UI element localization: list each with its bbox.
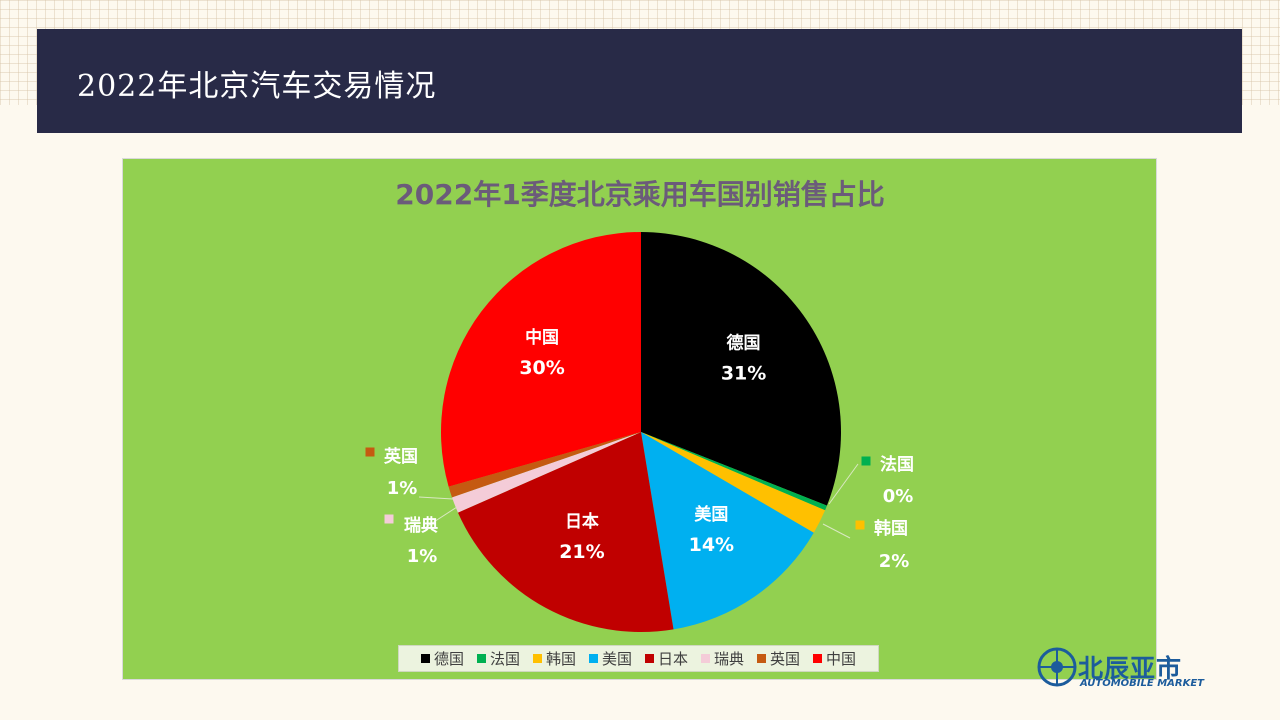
pie-slice-1 xyxy=(641,432,827,511)
legend-swatch-1 xyxy=(476,654,486,663)
legend-item-5: 瑞典 xyxy=(701,648,744,669)
legend-label-6: 英国 xyxy=(770,650,801,668)
pie-slice-5 xyxy=(451,432,641,513)
legend-swatch-0 xyxy=(420,654,430,663)
label-swatch-6 xyxy=(365,447,375,457)
legend-swatch-2 xyxy=(532,654,542,663)
slice-label-value-2: 2% xyxy=(879,551,910,572)
chart-title: 2022年1季度北京乘用车国别销售占比 xyxy=(395,178,884,211)
pie-slice-2 xyxy=(641,432,826,533)
legend-item-2: 韩国 xyxy=(532,648,576,669)
slice-label-value-1: 0% xyxy=(883,486,914,507)
legend-item-0: 德国 xyxy=(420,648,464,669)
slice-label-value-5: 1% xyxy=(407,546,438,567)
label-swatch-2 xyxy=(855,520,865,530)
legend-item-1: 法国 xyxy=(476,648,520,669)
legend-label-5: 瑞典 xyxy=(714,650,745,668)
legend-label-3: 美国 xyxy=(601,650,632,668)
logo-subtitle: AUTOMOBILE MARKET xyxy=(1080,678,1205,689)
legend-item-3: 美国 xyxy=(588,648,632,669)
chart-panel: 2022年1季度北京乘用车国别销售占比德国 31% 法国 0% 韩国 2% 美国 14% 日本 2… xyxy=(122,158,1157,680)
legend-item-6: 英国 xyxy=(757,648,800,669)
pie-slice-0 xyxy=(641,232,841,506)
slice-label-name-2: 韩国 xyxy=(874,518,908,539)
leader-line-1 xyxy=(828,463,859,505)
slice-label-name-3: 美国 xyxy=(694,504,728,525)
slice-label-name-4: 日本 xyxy=(565,511,599,532)
legend-swatch-5 xyxy=(701,654,711,663)
leader-line-5 xyxy=(422,506,458,530)
slice-label-value-7: 30% xyxy=(519,357,564,379)
legend-swatch-6 xyxy=(757,654,767,663)
legend-label-1: 法国 xyxy=(489,650,520,668)
slice-label-name-6: 英国 xyxy=(384,446,418,467)
legend-item-4: 日本 xyxy=(645,648,688,669)
chart-legend: 德国 法国 韩国 美国 日本 瑞典 英国 中国 xyxy=(398,645,879,672)
leader-line-6 xyxy=(418,496,454,500)
logo: 北辰亚市 AUTOMOBILE MARKET xyxy=(1037,646,1212,694)
legend-swatch-7 xyxy=(813,654,823,663)
legend-label-7: 中国 xyxy=(826,650,857,668)
legend-swatch-3 xyxy=(588,654,598,663)
title-bar: 2022年北京汽车交易情况 xyxy=(37,29,1242,133)
slice-label-value-4: 21% xyxy=(559,541,604,563)
legend-label-2: 韩国 xyxy=(545,650,576,668)
legend-swatch-4 xyxy=(645,654,654,663)
slice-label-value-3: 14% xyxy=(689,534,734,556)
pie-slice-4 xyxy=(457,432,674,632)
legend-label-0: 德国 xyxy=(433,650,464,668)
pie-slice-7 xyxy=(441,232,641,487)
pie-slice-6 xyxy=(448,432,641,498)
slice-label-name-7: 中国 xyxy=(525,327,559,348)
slice-label-name-5: 瑞典 xyxy=(404,515,438,536)
page-title: 2022年北京汽车交易情况 xyxy=(77,69,437,104)
pie-slice-3 xyxy=(641,432,814,630)
legend-label-4: 日本 xyxy=(658,650,689,668)
slice-label-name-0: 德国 xyxy=(727,332,761,353)
logo-wheel-icon xyxy=(1037,647,1077,687)
label-swatch-5 xyxy=(384,514,394,524)
slice-label-value-0: 31% xyxy=(721,362,766,384)
leader-line-2 xyxy=(822,523,851,539)
slice-label-value-6: 1% xyxy=(387,478,418,499)
legend-item-7: 中国 xyxy=(813,648,856,669)
label-swatch-1 xyxy=(861,456,871,466)
slice-label-name-1: 法国 xyxy=(880,454,914,475)
logo-name: 北辰亚市 xyxy=(1078,654,1183,683)
